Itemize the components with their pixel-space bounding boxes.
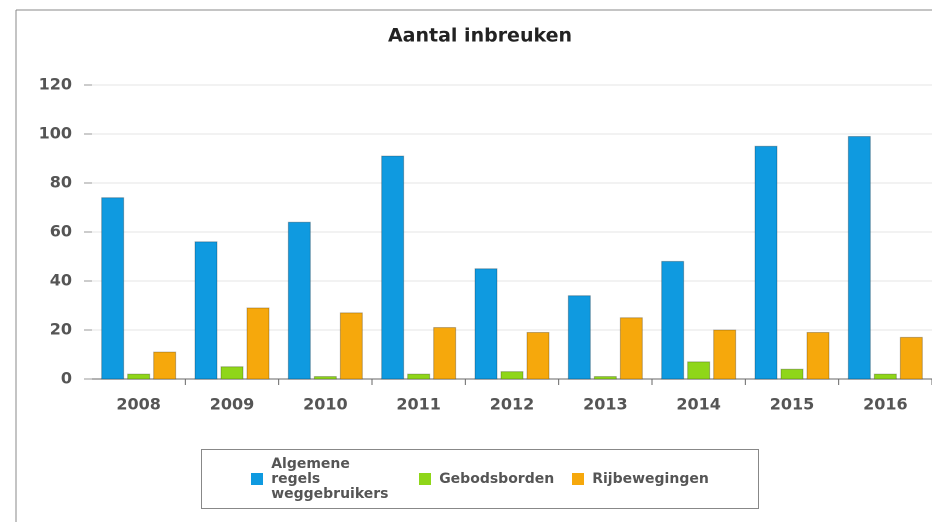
legend-item[interactable]: Rijbewegingen (572, 470, 709, 487)
bar (806, 331, 830, 380)
legend: Algemene regels weggebruikers Gebodsborde… (201, 449, 759, 509)
legend-label: Gebodsborden (439, 470, 555, 487)
bar (754, 145, 778, 380)
bar (313, 376, 337, 380)
bar (433, 327, 457, 380)
bar (381, 155, 405, 380)
x-tick-label: 2012 (490, 395, 535, 414)
bar (153, 351, 177, 380)
bar (194, 241, 218, 380)
y-tick-label: 60 (50, 222, 72, 241)
x-tick-label: 2014 (676, 395, 721, 414)
bar (500, 371, 524, 380)
x-tick-label: 2015 (770, 395, 815, 414)
bar (713, 329, 737, 380)
bar (287, 221, 311, 380)
x-tick-label: 2009 (210, 395, 255, 414)
bar (661, 260, 685, 380)
x-tick-label: 2011 (396, 395, 441, 414)
bar (847, 135, 871, 380)
bar (899, 336, 923, 380)
y-tick-label: 100 (39, 124, 72, 143)
legend-label: Algemene regels weggebruikers (271, 455, 389, 502)
bar (339, 312, 363, 380)
bar (780, 368, 804, 380)
bar (593, 376, 617, 380)
y-tick-label: 80 (50, 173, 72, 192)
bar (127, 373, 151, 380)
bar (474, 268, 498, 380)
bar (246, 307, 270, 380)
legend-swatch (419, 473, 432, 485)
legend-item[interactable]: Gebodsborden (419, 470, 555, 487)
y-tick-label: 40 (50, 271, 72, 290)
bar (407, 373, 431, 380)
y-tick-label: 0 (61, 369, 72, 388)
legend-swatch (251, 473, 264, 485)
x-tick-label: 2008 (116, 395, 161, 414)
bar (567, 295, 591, 380)
bar (873, 373, 897, 380)
bar (526, 331, 550, 380)
y-tick-label: 20 (50, 320, 72, 339)
bar (619, 317, 643, 380)
legend-item[interactable]: Algemene regels weggebruikers (251, 455, 401, 502)
chart-title: Aantal inbreuken (388, 25, 572, 47)
bar (101, 197, 125, 380)
legend-swatch (572, 473, 585, 485)
legend-label: Rijbewegingen (592, 470, 709, 487)
bar (687, 361, 711, 380)
y-tick-label: 120 (39, 75, 72, 94)
x-tick-label: 2010 (303, 395, 348, 414)
x-tick-label: 2016 (863, 395, 908, 414)
bar (220, 366, 244, 380)
x-tick-label: 2013 (583, 395, 628, 414)
